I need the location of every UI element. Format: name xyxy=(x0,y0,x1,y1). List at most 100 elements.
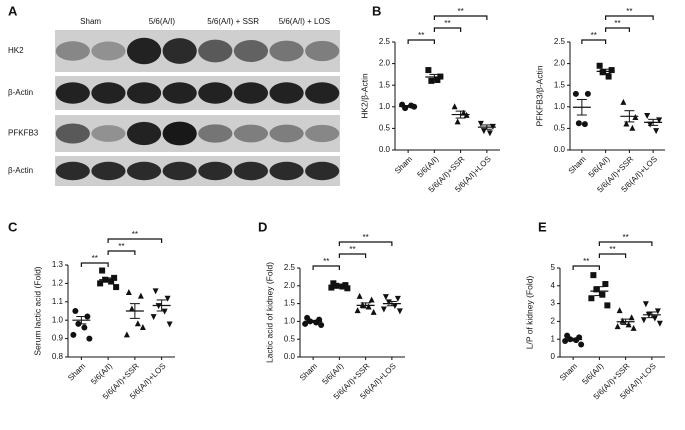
y-tick-label: 1.5 xyxy=(284,299,296,308)
panel-label: E xyxy=(538,219,547,234)
significance-bracket xyxy=(107,238,163,243)
point xyxy=(654,308,661,315)
point xyxy=(81,324,88,331)
y-tick-label: 1.1 xyxy=(52,297,64,306)
point xyxy=(590,272,597,279)
point xyxy=(354,307,361,314)
point xyxy=(651,315,658,322)
significance-label: ** xyxy=(132,230,138,239)
group-label: 5/6(A/I) + LOS xyxy=(279,17,330,26)
row-label: HK2 xyxy=(8,46,24,55)
y-tick-label: 0.5 xyxy=(284,334,296,343)
y-tick-label: 1.0 xyxy=(52,315,64,324)
point xyxy=(123,331,130,338)
point xyxy=(642,301,649,308)
point xyxy=(630,324,637,331)
point xyxy=(365,303,372,310)
y-tick-label: 5 xyxy=(551,263,556,272)
point xyxy=(604,302,611,309)
point xyxy=(72,308,79,314)
point xyxy=(111,274,118,281)
y-tick-label: 0.5 xyxy=(554,124,566,133)
y-tick-label: 2.0 xyxy=(379,59,391,68)
significance-label: ** xyxy=(118,242,124,251)
band xyxy=(91,125,126,142)
point xyxy=(584,90,591,97)
y-tick-label: 1 xyxy=(551,334,556,343)
x-tick-label: Sham xyxy=(298,361,319,382)
band xyxy=(305,40,340,62)
band xyxy=(305,124,340,143)
point xyxy=(86,335,93,342)
x-tick-label: 5/6(A/I) xyxy=(415,154,440,179)
point xyxy=(161,308,168,315)
significance-label: ** xyxy=(623,233,629,242)
x-tick-label: Sham xyxy=(558,361,579,382)
y-tick-label: 1.0 xyxy=(284,317,296,326)
point xyxy=(125,289,132,295)
y-tick-label: 0.0 xyxy=(284,352,296,361)
band xyxy=(305,161,340,181)
band xyxy=(91,41,126,61)
y-tick-label: 1.0 xyxy=(379,102,391,111)
point xyxy=(616,307,623,314)
point xyxy=(70,331,77,338)
significance-bracket xyxy=(598,241,653,246)
point xyxy=(486,130,493,137)
y-tick-label: 2.5 xyxy=(554,37,566,46)
point xyxy=(356,292,363,299)
significance-bracket xyxy=(407,39,435,44)
significance-label: ** xyxy=(626,7,632,16)
y-axis-title: PFKFB3/β-Actin xyxy=(534,65,544,126)
significance-bracket xyxy=(107,250,136,255)
band xyxy=(162,82,197,104)
y-axis-title: L/P of kidney (Fold) xyxy=(524,276,534,350)
point xyxy=(620,98,627,105)
y-axis-title: Serum lactic acid (Fold) xyxy=(32,266,42,355)
point xyxy=(454,118,461,125)
point xyxy=(368,296,375,303)
point xyxy=(134,320,141,327)
point xyxy=(605,73,612,80)
point xyxy=(97,280,104,287)
point xyxy=(602,281,609,288)
panel-label: B xyxy=(372,3,381,18)
group-label: Sham xyxy=(80,17,101,26)
y-tick-label: 1.5 xyxy=(379,80,391,89)
point xyxy=(166,321,173,328)
point xyxy=(588,295,595,302)
significance-bracket xyxy=(80,262,109,267)
point xyxy=(575,120,582,127)
x-tick-label: 5/6(A/I) xyxy=(580,361,605,386)
point xyxy=(370,308,377,315)
band xyxy=(55,123,90,144)
significance-label: ** xyxy=(323,257,329,266)
point xyxy=(656,320,663,327)
point xyxy=(328,284,335,291)
point xyxy=(562,337,569,344)
point xyxy=(128,305,135,312)
point xyxy=(380,306,387,313)
point xyxy=(139,323,146,330)
significance-label: ** xyxy=(363,233,369,242)
point xyxy=(137,292,144,299)
significance-label: ** xyxy=(614,19,620,28)
y-tick-label: 1.2 xyxy=(52,279,64,288)
y-tick-label: 0.9 xyxy=(52,334,64,343)
y-tick-label: 2.5 xyxy=(379,37,391,46)
point xyxy=(608,67,615,74)
point xyxy=(164,295,171,302)
y-tick-label: 1.3 xyxy=(52,260,64,269)
point xyxy=(644,113,651,120)
point xyxy=(396,308,403,315)
point xyxy=(572,90,579,97)
point xyxy=(394,295,401,302)
x-tick-label: 5/6(A/I) xyxy=(89,361,114,386)
point xyxy=(152,288,159,295)
band xyxy=(55,161,90,181)
band xyxy=(269,161,304,181)
point xyxy=(113,284,120,291)
significance-bracket xyxy=(312,265,340,270)
significance-label: ** xyxy=(583,257,589,266)
